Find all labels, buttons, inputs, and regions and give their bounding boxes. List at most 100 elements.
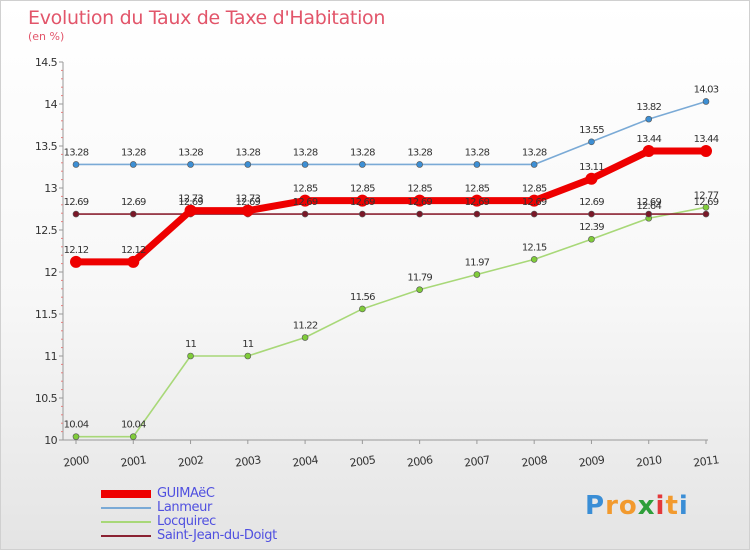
data-label-guimaec: 12.85 bbox=[522, 184, 547, 195]
data-point-guimaec bbox=[299, 194, 312, 207]
x-tick-label: 2003 bbox=[234, 453, 262, 470]
legend-label: Lanmeur bbox=[157, 500, 212, 515]
x-tick-label: 2005 bbox=[349, 453, 377, 470]
data-point-locquirec bbox=[416, 286, 423, 293]
data-label-saint-jean-du-doigt: 12.69 bbox=[522, 197, 547, 208]
logo-letter: t bbox=[665, 491, 679, 521]
data-point-locquirec bbox=[244, 352, 252, 360]
data-point-lanmeur bbox=[416, 161, 423, 168]
data-point-saint-jean-du-doigt bbox=[588, 210, 595, 218]
data-point-guimaec bbox=[642, 145, 655, 158]
data-label-guimaec: 12.85 bbox=[407, 184, 432, 195]
logo-letter: i bbox=[655, 491, 666, 521]
data-point-lanmeur bbox=[244, 161, 252, 168]
data-label-lanmeur: 13.55 bbox=[579, 125, 604, 136]
data-label-saint-jean-du-doigt: 12.69 bbox=[694, 197, 719, 208]
x-tick-label: 2011 bbox=[692, 453, 719, 469]
y-tick-label: 13 bbox=[44, 182, 57, 195]
y-tick-label: 11.5 bbox=[35, 308, 58, 321]
data-point-guimaec bbox=[700, 145, 712, 158]
x-tick-label: 2000 bbox=[62, 453, 90, 470]
proxiti-logo: Proxiti bbox=[585, 491, 689, 521]
logo-letter: P bbox=[585, 491, 606, 521]
data-label-guimaec: 13.44 bbox=[636, 134, 661, 145]
y-tick-label: 13.5 bbox=[35, 140, 58, 153]
data-label-locquirec: 12.64 bbox=[636, 201, 661, 212]
data-label-lanmeur: 13.28 bbox=[235, 147, 260, 158]
data-label-saint-jean-du-doigt: 12.69 bbox=[350, 197, 375, 208]
chart-unit: (en %) bbox=[28, 30, 65, 43]
data-label-locquirec: 11 bbox=[185, 339, 197, 350]
data-point-saint-jean-du-doigt bbox=[129, 210, 137, 218]
x-tick-label: 2002 bbox=[177, 453, 204, 469]
data-label-locquirec: 11.56 bbox=[350, 292, 375, 303]
data-label-locquirec: 11.97 bbox=[465, 258, 490, 269]
data-label-saint-jean-du-doigt: 12.69 bbox=[465, 197, 490, 208]
data-point-lanmeur bbox=[702, 98, 710, 105]
data-point-guimaec bbox=[241, 204, 254, 217]
line-chart: 10 10.5 11 11.5 12 12.5 13 13.5 14 14.5 2000 2001 20… bbox=[35, 56, 720, 470]
legend-swatch bbox=[101, 521, 151, 523]
data-label-lanmeur: 13.28 bbox=[293, 147, 318, 158]
data-label-lanmeur: 13.82 bbox=[636, 102, 661, 113]
data-point-locquirec bbox=[473, 271, 481, 278]
legend-swatch bbox=[101, 535, 151, 537]
y-tick-label: 11 bbox=[44, 350, 57, 363]
data-point-guimaec bbox=[585, 172, 598, 185]
data-label-lanmeur: 13.28 bbox=[407, 147, 432, 158]
data-point-lanmeur bbox=[129, 161, 137, 168]
legend-swatch bbox=[101, 507, 151, 509]
data-label-saint-jean-du-doigt: 12.69 bbox=[293, 197, 318, 208]
data-label-locquirec: 10.04 bbox=[64, 420, 89, 431]
data-point-guimaec bbox=[184, 204, 197, 217]
data-label-saint-jean-du-doigt: 12.69 bbox=[579, 197, 604, 208]
series-line-locquirec bbox=[75, 206, 707, 438]
data-label-guimaec: 12.12 bbox=[121, 245, 146, 256]
data-point-guimaec bbox=[470, 194, 483, 207]
data-label-locquirec: 11 bbox=[242, 339, 254, 350]
y-tick-label: 10 bbox=[44, 434, 57, 447]
data-label-guimaec: 13.44 bbox=[694, 134, 719, 145]
x-tick-label: 2009 bbox=[578, 453, 606, 470]
chart-title: Evolution du Taux de Taxe d'Habitation bbox=[28, 7, 386, 29]
data-point-guimaec bbox=[528, 194, 541, 207]
data-label-saint-jean-du-doigt: 12.69 bbox=[407, 197, 432, 208]
data-point-saint-jean-du-doigt bbox=[473, 210, 481, 218]
x-tick-label: 2006 bbox=[406, 453, 434, 470]
data-point-lanmeur bbox=[530, 161, 538, 168]
data-point-locquirec bbox=[129, 433, 137, 440]
data-label-lanmeur: 14.03 bbox=[694, 84, 719, 95]
legend-label: Saint-Jean-du-Doigt bbox=[157, 528, 277, 543]
y-tick-label: 14 bbox=[44, 98, 57, 111]
data-point-lanmeur bbox=[301, 161, 309, 168]
data-point-saint-jean-du-doigt bbox=[359, 210, 366, 218]
data-label-guimaec: 12.85 bbox=[293, 184, 318, 195]
data-point-saint-jean-du-doigt bbox=[530, 210, 538, 218]
data-point-locquirec bbox=[588, 235, 595, 243]
data-label-lanmeur: 13.28 bbox=[522, 147, 547, 158]
data-point-saint-jean-du-doigt bbox=[702, 210, 710, 218]
data-label-guimaec: 12.12 bbox=[64, 245, 89, 256]
logo-letter: r bbox=[605, 491, 619, 521]
data-label-locquirec: 10.04 bbox=[121, 420, 146, 431]
data-point-guimaec bbox=[127, 255, 140, 268]
data-point-lanmeur bbox=[359, 161, 366, 168]
series-line-lanmeur bbox=[75, 100, 707, 166]
data-point-lanmeur bbox=[473, 161, 481, 168]
data-label-saint-jean-du-doigt: 12.69 bbox=[235, 197, 260, 208]
legend-swatch bbox=[101, 490, 151, 498]
data-label-locquirec: 12.15 bbox=[522, 242, 547, 253]
series-line-guimaec bbox=[72, 147, 710, 266]
data-point-locquirec bbox=[301, 334, 309, 341]
data-label-guimaec: 12.73 bbox=[178, 194, 203, 205]
legend-label: GUIMAëC bbox=[157, 486, 215, 501]
data-label-locquirec: 11.79 bbox=[407, 273, 432, 284]
data-label-lanmeur: 13.28 bbox=[64, 147, 89, 158]
y-tick-label: 14.5 bbox=[35, 56, 58, 69]
data-label-guimaec: 12.85 bbox=[350, 184, 375, 195]
data-point-lanmeur bbox=[72, 161, 80, 168]
x-tick-label: 2007 bbox=[463, 453, 491, 470]
y-tick-label: 12 bbox=[44, 266, 57, 279]
data-point-saint-jean-du-doigt bbox=[72, 210, 80, 218]
